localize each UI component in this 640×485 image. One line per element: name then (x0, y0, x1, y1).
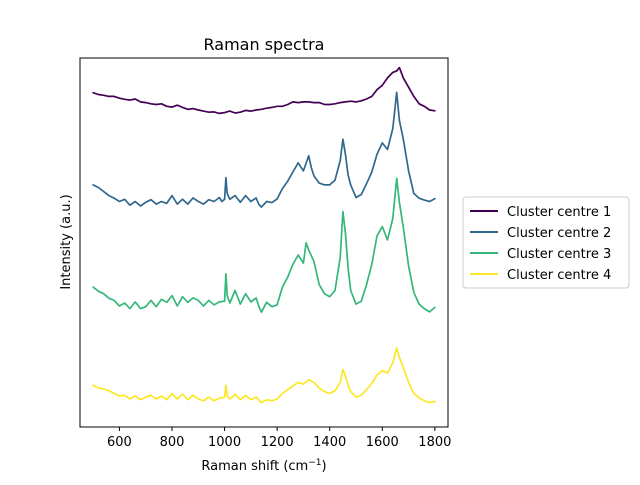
legend-label-cluster-4: Cluster centre 4 (507, 268, 611, 283)
x-axis-label-end: ) (322, 459, 327, 474)
chart-title: Raman spectra (204, 35, 325, 54)
x-axis-ticks: 600 800 1000 1200 1400 1600 1800 (107, 427, 451, 450)
x-tick-label-1000: 1000 (208, 435, 241, 450)
x-tick-label-1800: 1800 (418, 435, 451, 450)
legend-label-cluster-2: Cluster centre 2 (507, 226, 611, 241)
legend-label-cluster-1: Cluster centre 1 (507, 205, 611, 220)
series-layer (92, 66, 436, 404)
x-axis-label: Raman shift (cm−1) (201, 458, 326, 474)
series-line-cluster-4 (92, 347, 436, 404)
x-tick-label-600: 600 (107, 435, 132, 450)
x-tick-label-1200: 1200 (261, 435, 294, 450)
series-line-cluster-1 (92, 66, 436, 115)
plot-frame (79, 57, 449, 428)
series-line-cluster-2 (92, 91, 436, 208)
x-axis-label-main: Raman shift (cm (201, 459, 308, 474)
legend-frame (462, 196, 630, 289)
x-axis-label-superscript: −1 (308, 458, 321, 468)
x-tick-label-1600: 1600 (366, 435, 399, 450)
series-line-cluster-3 (92, 177, 436, 314)
y-axis-label: Intensity (a.u.) (59, 194, 74, 289)
x-tick-label-800: 800 (160, 435, 185, 450)
legend: Cluster centre 1 Cluster centre 2 Cluster … (462, 196, 630, 289)
x-tick-label-1400: 1400 (313, 435, 346, 450)
legend-label-cluster-3: Cluster centre 3 (507, 247, 611, 262)
legend-entries: Cluster centre 1 Cluster centre 2 Cluster … (470, 205, 611, 283)
